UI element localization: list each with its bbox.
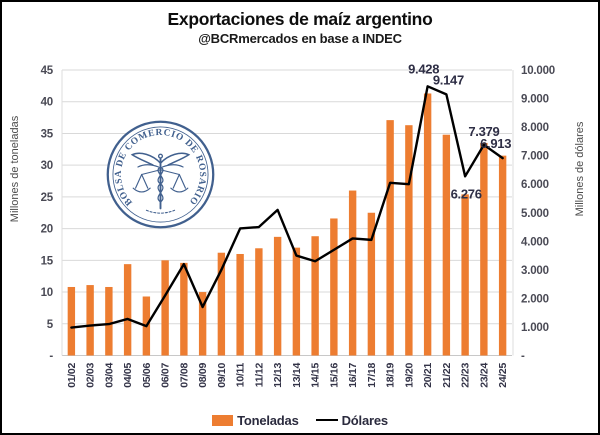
x-axis-label: 09/10 — [216, 363, 228, 388]
x-axis-label: 21/22 — [441, 363, 453, 388]
right-axis-tick-label: 7.000 — [521, 151, 549, 163]
x-axis-label: 10/11 — [235, 363, 247, 388]
left-axis-tick-label: 20 — [41, 224, 53, 236]
x-axis-label: 11/12 — [253, 363, 265, 388]
left-axis-tick-label: 30 — [41, 160, 53, 172]
toneladas-bar — [236, 253, 244, 356]
x-axis-label: 03/04 — [103, 363, 115, 388]
dolares-point-label: 6.276 — [451, 186, 482, 201]
x-axis-label: 05/06 — [141, 363, 153, 388]
chart-title: Exportaciones de maíz argentino — [167, 9, 433, 29]
x-axis-label: 13/14 — [291, 363, 303, 388]
x-axis-label: 24/25 — [497, 363, 509, 388]
left-axis-tick-label: 25 — [41, 192, 54, 204]
toneladas-bar — [405, 125, 413, 356]
left-axis-tick-label: 40 — [41, 97, 53, 109]
legend-label-dolares: Dólares — [341, 412, 388, 428]
toneladas-bar — [480, 142, 488, 356]
right-axis-tick-label: - — [521, 351, 525, 363]
x-axis-label: 07/08 — [178, 363, 190, 388]
caduceus-and-scales-icon — [130, 152, 191, 214]
toneladas-bar — [348, 190, 357, 356]
right-axis-tick-label: 5.000 — [521, 208, 549, 220]
right-axis-tick-label: 1.000 — [521, 322, 549, 334]
x-axis-label: 22/23 — [460, 363, 472, 388]
toneladas-bar — [67, 286, 76, 356]
chart-subtitle: @BCRmercados en base a INDEC — [198, 31, 402, 46]
legend-label-toneladas: Toneladas — [237, 412, 299, 428]
toneladas-bar — [273, 236, 282, 356]
left-axis-tick-label: - — [49, 351, 53, 363]
dolares-point-label: 7.379 — [468, 124, 499, 139]
x-axis-label: 20/21 — [422, 363, 434, 388]
x-axis-label: 01/02 — [66, 363, 78, 388]
legend-item-toneladas: Toneladas — [212, 413, 299, 428]
toneladas-bar — [105, 286, 113, 356]
toneladas-bar — [255, 248, 263, 356]
bcr-logo: BOLSA DE COMERCIO DE ROSARIO — [106, 120, 215, 229]
x-axis-label: 04/05 — [122, 363, 134, 388]
right-axis-tick-label: 8.000 — [521, 122, 549, 134]
toneladas-swatch-icon — [212, 414, 234, 426]
toneladas-bar — [386, 120, 394, 356]
x-axis-label: 06/07 — [160, 363, 172, 388]
right-axis-tick-label: 9.000 — [521, 94, 549, 106]
toneladas-bar — [292, 247, 301, 356]
x-axis-label: 19/20 — [403, 363, 415, 388]
right-axis-tick-label: 3.000 — [521, 265, 549, 277]
dolares-point-label: 6.913 — [480, 136, 511, 151]
toneladas-bar — [217, 252, 226, 356]
dolares-point-label: 9.147 — [433, 72, 464, 87]
x-axis-label: 02/03 — [85, 363, 97, 388]
toneladas-bar — [180, 262, 188, 356]
dolares-line — [70, 85, 504, 329]
x-axis-label: 08/09 — [197, 363, 209, 388]
toneladas-bar — [461, 194, 469, 356]
toneladas-bar — [330, 218, 338, 356]
right-axis-tick-label: 10.000 — [521, 65, 555, 77]
left-axis-tick-label: 5 — [47, 319, 54, 331]
toneladas-bar — [423, 93, 432, 356]
left-axis-tick-label: 15 — [41, 255, 54, 267]
toneladas-bar — [311, 236, 319, 356]
left-axis-tick-label: 45 — [41, 65, 54, 77]
x-axis-label: 18/19 — [385, 363, 397, 388]
x-axis-label: 17/18 — [366, 363, 378, 388]
x-axis-label: 14/15 — [310, 363, 322, 388]
legend-item-dolares: Dólares — [315, 412, 388, 428]
left-axis-tick-label: 35 — [41, 128, 54, 140]
logo-inner-ring — [112, 126, 209, 223]
legend: Toneladas Dólares — [2, 408, 598, 432]
right-axis-tick-label: 2.000 — [521, 293, 549, 305]
toneladas-bar — [123, 264, 132, 356]
x-axis-label: 23/24 — [478, 363, 490, 388]
x-axis-label: 15/16 — [328, 363, 340, 388]
left-axis-tick-label: 10 — [41, 287, 53, 299]
dolares-point-label: 9.428 — [408, 61, 439, 76]
x-axis-label: 16/17 — [347, 363, 359, 388]
toneladas-bar — [161, 260, 169, 356]
toneladas-bar — [498, 155, 507, 356]
toneladas-bar — [198, 292, 207, 356]
dolares-line-icon — [315, 419, 338, 421]
toneladas-bar — [86, 285, 94, 356]
right-axis-tick-label: 4.000 — [521, 236, 549, 248]
toneladas-bar — [442, 134, 451, 356]
right-axis-tick-label: 6.000 — [521, 179, 549, 191]
x-axis-label: 12/13 — [272, 363, 284, 388]
toneladas-bar — [367, 212, 376, 356]
